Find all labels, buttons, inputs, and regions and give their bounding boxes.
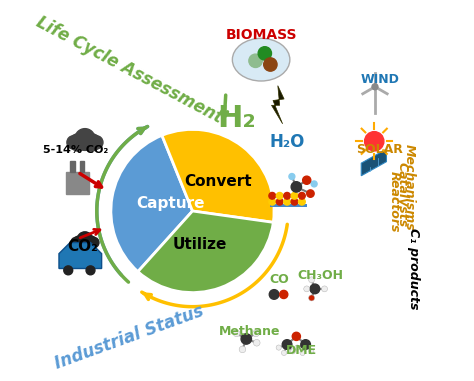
Circle shape — [291, 192, 298, 199]
Circle shape — [90, 136, 103, 149]
Circle shape — [311, 181, 317, 187]
Text: CH₃OH: CH₃OH — [298, 269, 344, 282]
Circle shape — [307, 190, 314, 197]
Circle shape — [258, 47, 272, 60]
Circle shape — [249, 54, 262, 67]
Circle shape — [269, 199, 275, 205]
Circle shape — [83, 236, 97, 249]
Text: Catalysts: Catalysts — [395, 162, 409, 227]
Circle shape — [309, 295, 315, 301]
Circle shape — [89, 237, 99, 248]
Circle shape — [372, 84, 378, 90]
Wedge shape — [111, 135, 192, 272]
Circle shape — [292, 332, 301, 341]
Circle shape — [75, 129, 95, 149]
Text: H₂O: H₂O — [269, 133, 305, 151]
Polygon shape — [80, 161, 84, 172]
Circle shape — [73, 236, 86, 249]
Circle shape — [70, 134, 87, 151]
Text: Life Cycle Assessment: Life Cycle Assessment — [33, 13, 226, 127]
Circle shape — [83, 134, 100, 151]
Circle shape — [276, 199, 283, 205]
Circle shape — [304, 286, 310, 292]
Circle shape — [310, 284, 319, 294]
Circle shape — [254, 339, 260, 346]
Circle shape — [280, 290, 288, 299]
Circle shape — [64, 266, 73, 275]
Text: CO₂: CO₂ — [68, 239, 99, 254]
Circle shape — [276, 192, 283, 199]
Polygon shape — [66, 172, 89, 194]
Circle shape — [77, 232, 93, 247]
Wedge shape — [138, 211, 273, 293]
Text: Convert: Convert — [185, 174, 252, 189]
Text: WIND: WIND — [360, 73, 399, 86]
Circle shape — [295, 345, 300, 350]
Text: 5-14% CO₂: 5-14% CO₂ — [43, 145, 108, 155]
Circle shape — [291, 182, 301, 192]
Circle shape — [86, 266, 95, 275]
Polygon shape — [71, 161, 75, 172]
Circle shape — [67, 136, 80, 149]
Circle shape — [253, 330, 259, 337]
Circle shape — [309, 349, 314, 354]
Text: BIOMASS: BIOMASS — [225, 28, 297, 42]
Circle shape — [269, 290, 279, 299]
Text: Utilize: Utilize — [173, 237, 227, 252]
Text: C₁ products: C₁ products — [407, 228, 419, 309]
Text: Mechanisms: Mechanisms — [403, 144, 416, 230]
Circle shape — [302, 176, 311, 184]
Circle shape — [309, 277, 315, 283]
Circle shape — [282, 340, 292, 349]
Polygon shape — [270, 203, 308, 207]
Circle shape — [233, 330, 240, 337]
Circle shape — [71, 237, 82, 248]
Circle shape — [264, 58, 277, 71]
Circle shape — [300, 350, 305, 355]
Circle shape — [284, 199, 291, 205]
Circle shape — [299, 199, 305, 205]
Circle shape — [301, 340, 310, 349]
Circle shape — [276, 345, 281, 350]
Polygon shape — [361, 149, 386, 176]
Circle shape — [299, 192, 305, 199]
Wedge shape — [162, 130, 274, 223]
Text: Reactors: Reactors — [388, 171, 401, 232]
Polygon shape — [272, 86, 284, 124]
Text: CO: CO — [270, 273, 290, 286]
Circle shape — [365, 131, 384, 151]
Circle shape — [290, 349, 295, 354]
Circle shape — [291, 199, 298, 205]
Circle shape — [78, 136, 92, 150]
Circle shape — [269, 192, 275, 199]
Ellipse shape — [232, 38, 290, 81]
Text: DME: DME — [286, 344, 318, 357]
Circle shape — [241, 334, 252, 344]
Circle shape — [284, 192, 291, 199]
Text: Industrial Status: Industrial Status — [53, 302, 207, 373]
Circle shape — [79, 237, 91, 249]
Text: Capture: Capture — [136, 196, 204, 211]
Circle shape — [282, 350, 287, 355]
Text: SOLAR: SOLAR — [356, 143, 403, 156]
Text: H₂: H₂ — [218, 104, 256, 133]
Circle shape — [239, 346, 246, 353]
Circle shape — [289, 173, 295, 179]
Text: Methane: Methane — [219, 325, 281, 338]
Polygon shape — [59, 243, 101, 269]
Circle shape — [321, 286, 328, 292]
